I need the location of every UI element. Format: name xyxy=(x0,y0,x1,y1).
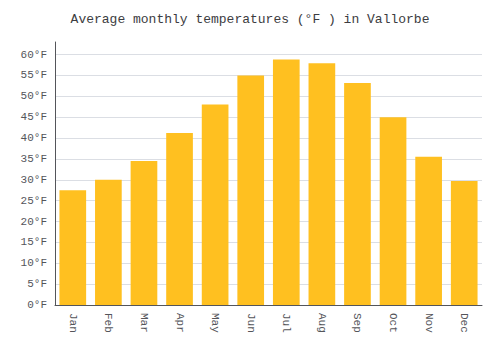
svg-text:Dec: Dec xyxy=(458,313,470,333)
svg-text:Aug: Aug xyxy=(316,313,328,333)
svg-text:40°F: 40°F xyxy=(21,132,47,144)
svg-text:60°F: 60°F xyxy=(21,49,47,61)
svg-text:50°F: 50°F xyxy=(21,90,47,102)
svg-text:30°F: 30°F xyxy=(21,174,47,186)
svg-text:20°F: 20°F xyxy=(21,216,47,228)
svg-text:Oct: Oct xyxy=(387,313,399,333)
svg-text:15°F: 15°F xyxy=(21,236,47,248)
svg-text:35°F: 35°F xyxy=(21,153,47,165)
svg-text:Sep: Sep xyxy=(351,313,363,333)
svg-text:10°F: 10°F xyxy=(21,257,47,269)
svg-text:Mar: Mar xyxy=(138,313,150,333)
svg-text:5°F: 5°F xyxy=(27,278,47,290)
svg-text:Average monthly temperatures (: Average monthly temperatures (°F ) in Va… xyxy=(71,12,430,27)
svg-text:55°F: 55°F xyxy=(21,69,47,81)
svg-text:Jun: Jun xyxy=(245,313,257,333)
svg-text:45°F: 45°F xyxy=(21,111,47,123)
svg-text:Apr: Apr xyxy=(174,313,186,333)
svg-text:May: May xyxy=(209,313,221,333)
svg-text:Nov: Nov xyxy=(423,313,435,333)
svg-text:Jan: Jan xyxy=(67,313,79,333)
svg-text:Feb: Feb xyxy=(102,313,114,333)
svg-text:25°F: 25°F xyxy=(21,195,47,207)
svg-text:0°F: 0°F xyxy=(27,299,47,311)
svg-text:Jul: Jul xyxy=(280,313,292,333)
